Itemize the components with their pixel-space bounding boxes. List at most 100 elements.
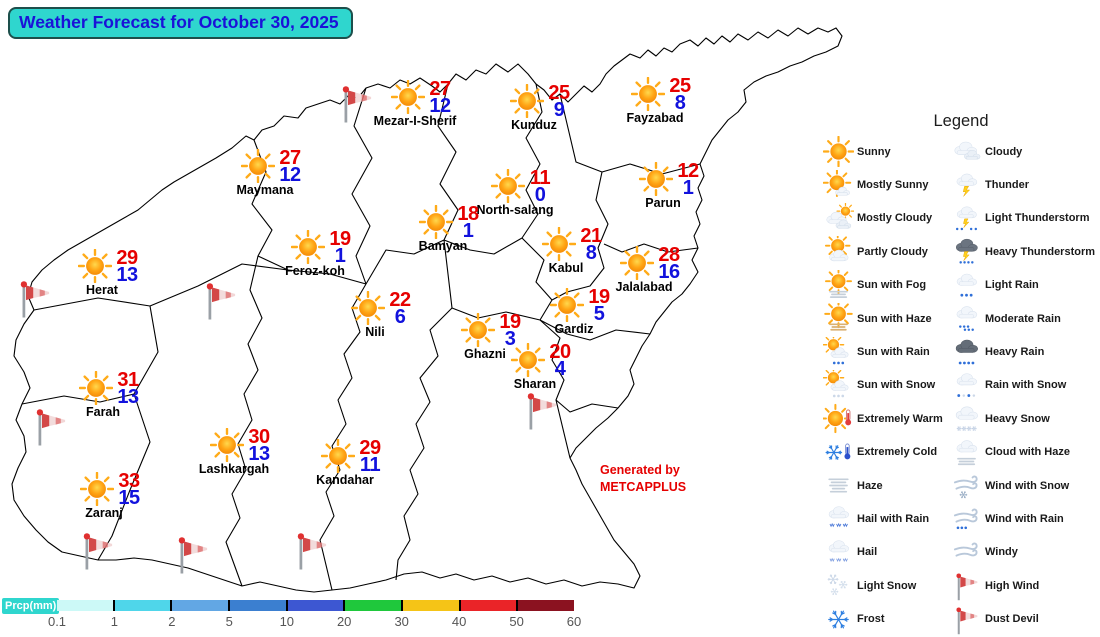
low-temp: 13: [248, 442, 270, 465]
high-temp: 20: [549, 341, 571, 363]
precip-scale-segment: [172, 600, 231, 611]
temperature-pair: 21 8: [572, 226, 610, 262]
city-name: Kunduz: [511, 118, 557, 132]
temperature-pair: 29 13: [108, 248, 146, 284]
legend-item-label: Hail: [857, 546, 878, 559]
legend-item-wind-with-rain: Wind with Rain: [950, 502, 1100, 535]
legend-item-high-wind: High Wind: [950, 569, 1100, 602]
city-name: Parun: [645, 196, 681, 210]
legend-item-heavy-rain: Heavy Rain: [950, 335, 1100, 368]
legend-item-label: Heavy Rain: [985, 346, 1045, 359]
sunny-icon: [79, 471, 115, 507]
high-temp: 27: [429, 78, 451, 100]
city-name: North-salang: [476, 203, 554, 217]
low-temp: 3: [504, 327, 516, 350]
legend-item-label: Hail with Rain: [857, 512, 930, 525]
city-name: Sharan: [513, 377, 557, 391]
legend-item-label: Heavy Thunderstorm: [985, 245, 1096, 258]
legend-item-mostly-sunny: Mostly Sunny: [822, 168, 950, 201]
city-name: Feroz-koh: [285, 264, 345, 278]
legend-item-label: Sun with Rain: [857, 346, 930, 359]
page-title-text: Weather Forecast for October 30, 2025: [19, 12, 339, 32]
precip-scale-segment: [287, 600, 346, 611]
city-name: Nili: [365, 325, 385, 339]
attribution-line2: METCAPPLUS: [600, 480, 687, 494]
legend-item-sun-with-snow: Sun with Snow: [822, 369, 950, 402]
city-name: Mezar-I-Sherif: [373, 114, 457, 128]
legend-item-rain-with-snow: Rain with Snow: [950, 369, 1100, 402]
thunder-icon: [950, 170, 983, 201]
high-temp: 25: [548, 82, 570, 104]
windsock-icon: [520, 389, 562, 436]
sunny-icon: [541, 226, 577, 262]
precip-scale-tick: 2: [168, 614, 176, 629]
low-temp: 6: [394, 305, 406, 328]
legend-item-hail: Hail: [822, 536, 950, 569]
windsock-icon: [29, 405, 71, 452]
legend-title: Legend: [933, 112, 989, 130]
low-temp: 0: [534, 183, 546, 206]
legend-item-extremely-warm: Extremely Warm: [822, 402, 950, 435]
windsock-icon: [76, 529, 118, 576]
sunny-icon: [638, 161, 674, 197]
legend-item-label: Frost: [857, 613, 885, 626]
temperature-pair: 19 3: [491, 312, 529, 350]
precip-scale-tick: 50: [509, 614, 524, 629]
sunny-icon: [390, 79, 426, 115]
legend-item-label: Sunny: [857, 145, 891, 158]
legend-item-windy: Windy: [950, 536, 1100, 569]
legend-item-light-thunderstorm: Light Thunderstorm: [950, 202, 1100, 235]
city-name: Farah: [85, 405, 121, 419]
city-name: Bamyan: [418, 239, 468, 253]
precip-scale-segment: [460, 600, 519, 611]
temperature-pair: 19 1: [321, 228, 359, 265]
sun-with-fog-icon: [822, 269, 855, 301]
sunny-icon: [822, 136, 855, 168]
temperature-pair: 12 1: [669, 161, 707, 199]
partly-cloudy-icon: [822, 236, 855, 267]
legend-item-label: Wind with Snow: [985, 479, 1070, 492]
attribution-line1: Generated by: [600, 463, 680, 477]
high-temp: 28: [658, 244, 680, 266]
legend-item-label: Moderate Rain: [985, 312, 1061, 325]
legend-item-light-rain: Light Rain: [950, 269, 1100, 302]
temperature-pair: 31 13: [109, 370, 147, 406]
legend-item-label: Windy: [985, 546, 1018, 559]
sunny-icon: [510, 342, 546, 378]
high-temp: 19: [329, 228, 351, 250]
legend-item-dust-devil: Dust Devil: [950, 602, 1100, 635]
precip-colorbar-label: Prcp(mm): [2, 598, 60, 614]
sunny-icon: [320, 438, 356, 474]
precip-scale-tick: 40: [451, 614, 467, 629]
low-temp: 12: [429, 94, 451, 117]
legend-item-label: Thunder: [985, 179, 1029, 192]
high-temp: 11: [529, 167, 551, 189]
hail-icon: [822, 537, 855, 568]
high-temp: 33: [118, 470, 140, 492]
sunny-icon: [549, 287, 585, 323]
legend-item-cloud-with-haze: Cloud with Haze: [950, 436, 1100, 469]
windsock-icon: [290, 529, 332, 576]
legend-item-label: Extremely Warm: [857, 412, 943, 425]
legend-item-sun-with-haze: Sun with Haze: [822, 302, 950, 335]
windsock-icon: [199, 279, 241, 326]
high-temp: 19: [588, 286, 610, 308]
sunny-icon: [418, 204, 454, 240]
legend-item-label: Sun with Snow: [857, 379, 936, 392]
windsock-icon: [13, 277, 55, 324]
precip-scale-segment: [403, 600, 461, 611]
legend-panel: Legend Sunny Cloudy Mostly Sunny Thunder Mos…: [822, 112, 1100, 636]
city-name: Ghazni: [464, 347, 506, 361]
precip-scale-tick: 10: [279, 614, 295, 629]
precip-scale-tick: 1: [110, 614, 119, 629]
sunny-icon: [350, 290, 386, 326]
legend-item-heavy-snow: Heavy Snow: [950, 402, 1100, 435]
sunny-icon: [630, 76, 666, 112]
low-temp: 1: [682, 176, 694, 199]
precip-scale-segment: [114, 600, 173, 611]
temperature-pair: 28 16: [650, 244, 688, 281]
city-name: Maymana: [236, 183, 294, 197]
legend-item-thunder: Thunder: [950, 168, 1100, 201]
sunny-icon: [240, 148, 276, 184]
wind-with-rain-icon: [950, 503, 983, 534]
